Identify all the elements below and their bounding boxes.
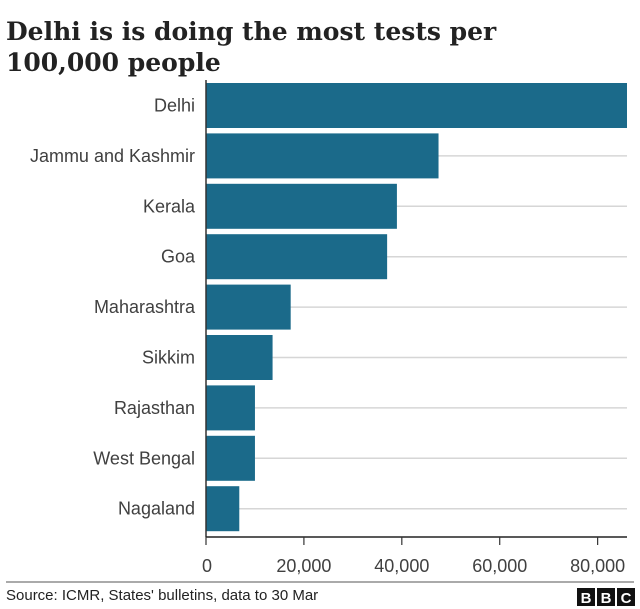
bbc-logo-block [577, 588, 595, 606]
bar-sikkim [206, 335, 273, 380]
x-tick-label: 40,000 [374, 556, 429, 576]
bbc-logo-letter: B [581, 590, 592, 607]
bbc-logo-block [617, 588, 635, 606]
category-label: Jammu and Kashmir [30, 146, 195, 166]
x-tick-label: 20,000 [276, 556, 331, 576]
bar-maharashtra [206, 284, 291, 330]
bbc-logo-block [597, 588, 615, 606]
chart-title-line-2: 100,000 people [6, 48, 221, 77]
source-note: Source: ICMR, States' bulletins, data to… [6, 587, 318, 604]
category-label: Sikkim [142, 348, 195, 368]
category-label: Kerala [143, 196, 196, 216]
bar-nagaland [206, 486, 240, 532]
category-label: Goa [161, 247, 196, 267]
bbc-logo-letter: C [621, 590, 632, 607]
bar-jammu-and-kashmir [206, 133, 439, 179]
bar-rajasthan [206, 385, 255, 431]
x-tick-label: 60,000 [472, 556, 527, 576]
bar-west-bengal [206, 435, 255, 481]
x-tick-label: 80,000 [570, 556, 625, 576]
category-label: Nagaland [118, 499, 195, 519]
bar-kerala [206, 183, 397, 229]
x-tick-label: 0 [202, 556, 212, 576]
bar-delhi [206, 83, 627, 128]
chart-title-line-1: Delhi is is doing the most tests per [6, 17, 497, 46]
category-label: Rajasthan [114, 398, 195, 418]
category-label: West Bengal [93, 448, 195, 468]
category-label: Maharashtra [94, 297, 196, 317]
category-label: Delhi [154, 96, 195, 116]
bbc-logo-letter: B [601, 590, 612, 607]
bar-goa [206, 234, 388, 280]
